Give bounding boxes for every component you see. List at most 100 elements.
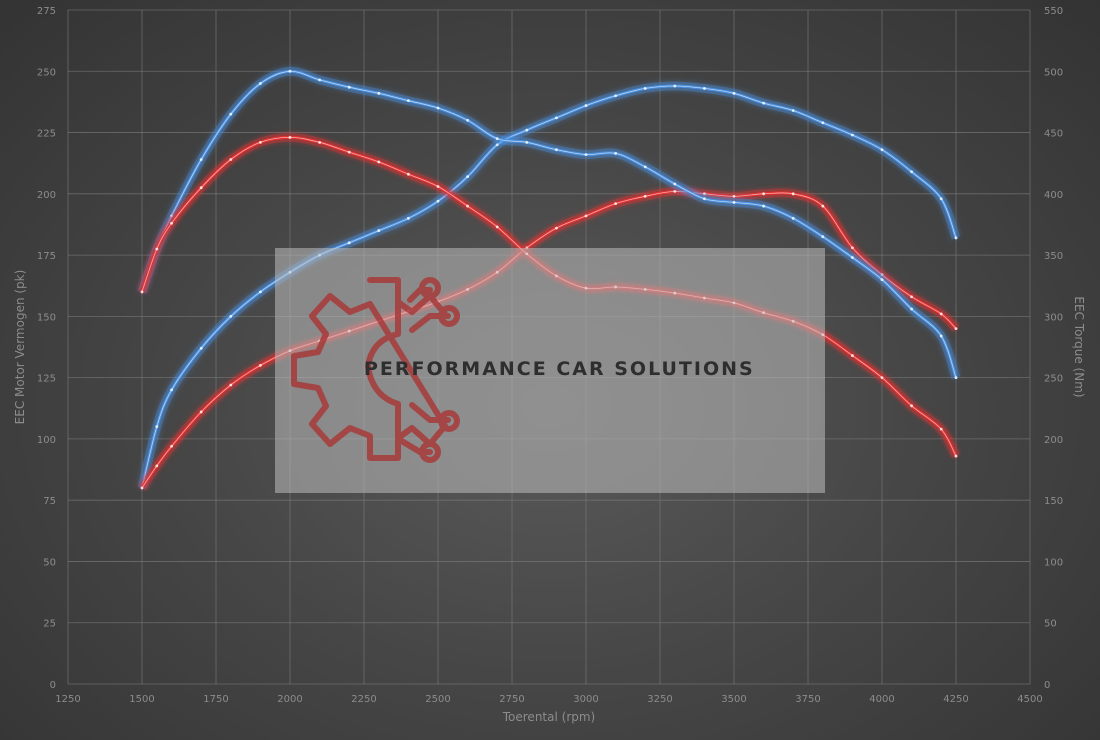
data-point: [318, 78, 321, 82]
data-point: [259, 82, 262, 85]
data-point: [614, 151, 617, 155]
data-point: [880, 278, 884, 281]
data-point: [347, 241, 351, 245]
data-point: [954, 327, 958, 331]
data-point: [821, 121, 825, 125]
data-point: [643, 165, 647, 169]
x-tick-label: 3500: [721, 694, 746, 705]
data-point: [347, 150, 351, 154]
data-point: [851, 133, 854, 137]
data-point: [199, 410, 203, 414]
data-point: [954, 454, 958, 458]
x-tick-label: 3250: [647, 694, 672, 705]
left-y-tick-label: 175: [37, 251, 56, 262]
data-point: [821, 204, 825, 208]
data-point: [229, 158, 233, 161]
data-point: [259, 290, 262, 294]
data-point: [851, 256, 854, 259]
x-tick-label: 2250: [351, 694, 376, 705]
data-point: [910, 295, 913, 299]
data-point: [199, 186, 203, 190]
series-highlight: [141, 70, 957, 378]
data-point: [170, 444, 174, 448]
data-point: [910, 404, 913, 408]
right-y-tick-label: 350: [1044, 251, 1063, 262]
x-tick-label: 2500: [425, 694, 450, 705]
right-y-tick-label: 450: [1044, 129, 1063, 140]
data-point: [525, 140, 529, 144]
data-point: [466, 118, 469, 122]
right-y-tick-label: 0: [1044, 680, 1050, 691]
data-point: [762, 204, 765, 208]
data-point: [880, 148, 884, 152]
left-y-tick-label: 25: [43, 619, 56, 630]
left-y-tick-label: 200: [37, 190, 56, 201]
left-y-tick-label: 125: [37, 374, 56, 385]
data-point: [155, 464, 159, 468]
right-y-tick-label: 550: [1044, 6, 1063, 17]
data-point: [288, 69, 292, 73]
right-axis-title: EEC Torque (Nm): [1072, 296, 1086, 397]
data-point: [584, 104, 588, 107]
data-point: [555, 116, 558, 120]
data-point: [229, 383, 233, 387]
series-1-left: [137, 81, 961, 490]
x-tick-label: 4500: [1017, 694, 1042, 705]
watermark: PERFORMANCE CAR SOLUTIONS: [275, 248, 825, 493]
right-y-tick-label: 250: [1044, 374, 1063, 385]
data-point: [259, 140, 262, 144]
data-point: [939, 334, 943, 338]
right-y-tick-label: 150: [1044, 496, 1063, 507]
data-point: [229, 314, 233, 318]
left-y-tick-label: 250: [37, 67, 56, 78]
series-highlight: [141, 85, 957, 488]
grid: [67, 9, 1031, 685]
series-2-left: [138, 186, 960, 491]
watermark-text: PERFORMANCE CAR SOLUTIONS: [364, 358, 755, 380]
x-tick-label: 1250: [55, 694, 80, 705]
data-point: [851, 354, 854, 357]
data-point: [199, 158, 203, 161]
data-point: [910, 170, 913, 174]
left-axis-ticks: 0 25 50 75 100 125 150 175 200 225 250 275: [37, 6, 56, 691]
x-tick-label: 4250: [943, 694, 968, 705]
data-point: [584, 214, 588, 218]
data-point: [762, 101, 765, 105]
data-point: [170, 221, 174, 225]
data-point: [614, 94, 617, 98]
data-point: [910, 307, 913, 311]
data-point: [155, 247, 159, 251]
data-point: [436, 185, 440, 188]
data-point: [495, 225, 499, 229]
x-tick-label: 2750: [499, 694, 524, 705]
data-point: [939, 197, 943, 201]
left-y-tick-label: 100: [37, 435, 56, 446]
data-point: [229, 112, 233, 116]
right-y-tick-label: 500: [1044, 67, 1063, 78]
right-y-tick-label: 50: [1044, 619, 1057, 630]
left-axis-title: EEC Motor Vermogen (pk): [13, 270, 27, 425]
x-axis-ticks: 1250 1500 1750 2000 2250 2500 2750 3000 3250 3500…: [55, 694, 1042, 705]
left-y-tick-label: 150: [37, 312, 56, 323]
data-point: [732, 194, 736, 198]
data-point: [377, 229, 381, 232]
data-point: [140, 290, 144, 294]
data-point: [939, 312, 943, 316]
data-point: [407, 99, 410, 103]
data-point: [347, 85, 351, 89]
left-y-tick-label: 225: [37, 129, 56, 140]
data-point: [377, 160, 381, 164]
data-point: [614, 202, 617, 206]
data-point: [939, 427, 943, 431]
data-point: [954, 376, 958, 380]
data-point: [762, 192, 765, 196]
data-point: [407, 216, 410, 220]
data-point: [259, 363, 262, 367]
x-tick-label: 1500: [129, 694, 154, 705]
data-point: [155, 425, 159, 429]
gear-circuit-icon: [291, 277, 460, 463]
data-point: [199, 346, 203, 350]
series-highlight: [141, 190, 957, 489]
data-point: [703, 197, 706, 201]
